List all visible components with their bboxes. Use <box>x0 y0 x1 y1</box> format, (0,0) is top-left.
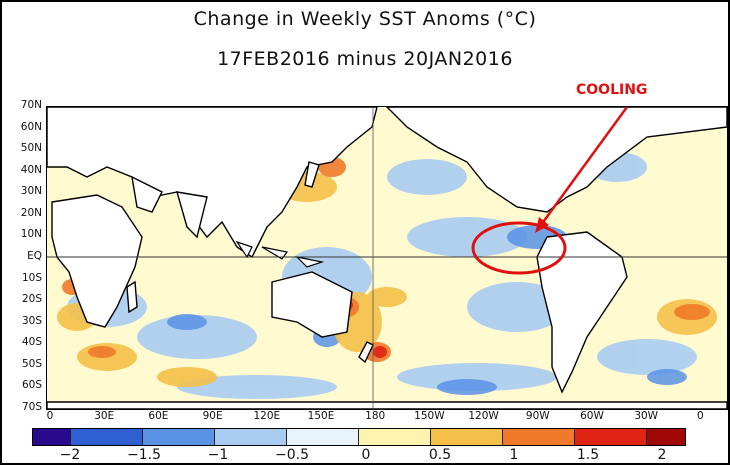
lon-label: 90E <box>202 410 223 422</box>
lon-label: 60E <box>148 410 169 422</box>
colorbar-label: −2 <box>59 447 81 463</box>
colorbar-swatch <box>33 429 71 445</box>
lon-label: 150W <box>414 410 445 422</box>
lon-label: 120E <box>253 410 281 422</box>
lon-label: 90W <box>525 410 550 422</box>
colorbar-swatch <box>647 429 685 445</box>
map-title: Change in Weekly SST Anoms (°C) <box>193 8 537 30</box>
cooling-arrow-head <box>535 217 549 233</box>
lon-label: 180 <box>365 410 386 422</box>
colorbar-label: 0.5 <box>428 447 452 463</box>
lat-label: 40S <box>21 336 42 349</box>
lat-label: 70N <box>20 99 42 111</box>
colorbar-swatch <box>503 429 575 445</box>
lon-label: 30W <box>634 410 659 422</box>
lat-label: 50N <box>20 142 42 155</box>
colorbar-label: −1.5 <box>127 447 161 463</box>
colorbar-label: 1.5 <box>576 447 600 463</box>
colorbar-swatch <box>215 429 287 445</box>
lat-label: 70S <box>21 401 42 413</box>
lat-label: 60N <box>20 120 42 133</box>
colorbar-label: −0.5 <box>275 447 309 463</box>
lat-label: 20S <box>21 293 42 306</box>
lat-label: 10S <box>21 271 42 284</box>
lat-label: 60S <box>21 379 42 392</box>
colorbar-swatch <box>143 429 215 445</box>
sst-anomaly-map <box>46 106 728 410</box>
cooling-arrow <box>539 107 629 226</box>
colorbar-swatch <box>71 429 143 445</box>
lon-label: 120W <box>468 410 499 422</box>
colorbar-swatch <box>575 429 647 445</box>
lon-label: 30E <box>94 410 115 422</box>
colorbar-label: −1 <box>207 447 229 463</box>
map-subtitle: 17FEB2016 minus 20JAN2016 <box>217 48 513 70</box>
cooling-region-circle <box>471 221 567 275</box>
lat-label: EQ <box>27 250 42 262</box>
lat-label: 10N <box>20 228 42 241</box>
colorbar-label: 2 <box>657 447 667 463</box>
lon-label: 150E <box>307 410 335 422</box>
colorbar-label: 1 <box>509 447 519 463</box>
colorbar-swatch <box>287 429 359 445</box>
lat-label: 50S <box>21 357 42 370</box>
lat-label: 20N <box>20 206 42 219</box>
colorbar-swatch <box>431 429 503 445</box>
lon-label: 0 <box>697 410 704 422</box>
lat-label: 30N <box>20 185 42 198</box>
cooling-annotation: COOLING <box>576 82 648 98</box>
lat-label: 40N <box>20 163 42 176</box>
lon-label: 60W <box>580 410 604 422</box>
map-svg <box>47 107 727 409</box>
colorbar-label: 0 <box>361 447 371 463</box>
colorbar <box>32 428 686 446</box>
lat-label: 30S <box>21 314 42 327</box>
lon-label: 0 <box>46 410 54 422</box>
colorbar-swatch <box>359 429 431 445</box>
